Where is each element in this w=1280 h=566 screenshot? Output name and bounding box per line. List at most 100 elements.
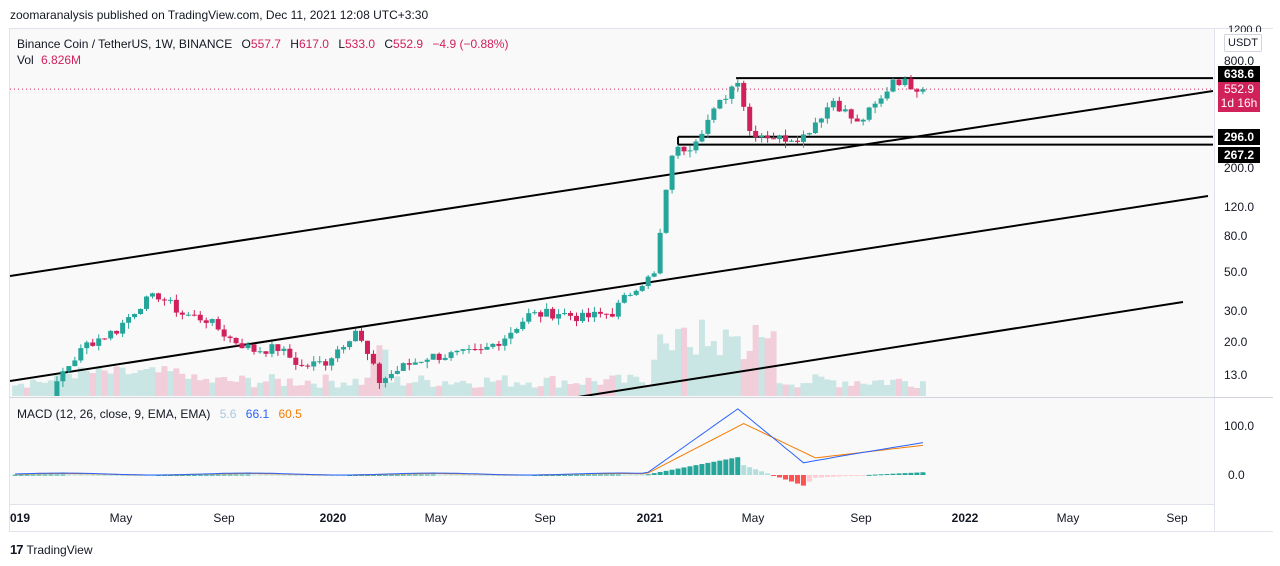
candle-body	[102, 338, 108, 340]
candle-body	[818, 118, 824, 123]
volume-bar	[310, 383, 317, 396]
candle-body	[794, 140, 800, 142]
macd-histogram-bar	[818, 475, 824, 478]
candle-body	[830, 100, 836, 108]
volume-bar	[161, 366, 168, 396]
time-tick: Sep	[534, 511, 556, 525]
volume-bar	[460, 380, 467, 396]
candle-body	[167, 299, 173, 301]
macd-histogram-bar	[842, 475, 848, 477]
candle-body	[149, 293, 155, 297]
time-tick: 2020	[319, 511, 347, 525]
volume-bar	[776, 383, 783, 396]
candle-body	[466, 349, 472, 351]
volume-bar	[394, 376, 401, 396]
candle-body	[263, 351, 269, 354]
volume-bar	[65, 374, 72, 396]
candle-body	[19, 436, 24, 441]
candle-body	[532, 312, 538, 314]
macd-histogram-bar	[711, 461, 717, 475]
candle-body	[556, 314, 562, 319]
macd-histogram-bar	[239, 474, 245, 476]
candle-body	[144, 296, 150, 309]
volume-bar	[466, 383, 473, 396]
volume-bar	[12, 385, 19, 396]
volume-bar	[669, 350, 676, 396]
macd-legend: MACD (12, 26, close, 9, EMA, EMA) 5.6 66…	[17, 407, 302, 421]
price-axis[interactable]	[1214, 29, 1273, 531]
candle-body	[394, 370, 400, 374]
macd-histogram-bar	[603, 474, 609, 476]
close-value: 552.9	[393, 37, 424, 51]
candle-body	[72, 360, 78, 367]
macd-histogram-bar	[914, 472, 920, 475]
candle-body	[120, 322, 126, 334]
plot-area[interactable]	[10, 29, 1214, 531]
open-label: O	[241, 37, 251, 51]
trend-line	[577, 301, 1184, 396]
volume-bar	[221, 377, 228, 396]
volume-bar	[334, 387, 341, 396]
volume-bar	[645, 386, 652, 396]
candle-body	[138, 308, 144, 315]
macd-histogram-bar	[645, 474, 651, 476]
candle-body	[335, 349, 341, 359]
time-tick: May	[109, 511, 133, 525]
volume-bar	[561, 380, 568, 396]
volume-bar	[71, 378, 78, 396]
macd-histogram-bar	[203, 474, 209, 476]
macd-histogram-bar	[872, 474, 878, 476]
candle-body	[806, 133, 812, 135]
volume-bar	[41, 382, 48, 396]
time-tick: May	[741, 511, 765, 525]
candle-body	[645, 276, 651, 287]
macd-histogram-bar	[633, 474, 639, 476]
macd-histogram-bar	[663, 470, 669, 475]
volume-bar	[848, 385, 855, 396]
tradingview-logo-icon: 17	[10, 542, 24, 557]
volume-bar	[495, 380, 502, 396]
macd-histogram-bar	[908, 472, 914, 475]
candle-body	[884, 91, 890, 99]
volume-bar	[483, 377, 490, 396]
volume-bar	[884, 384, 891, 396]
candle-body	[920, 89, 926, 92]
pane-separator[interactable]	[10, 397, 1273, 398]
candle-body	[257, 351, 263, 353]
macd-histogram-bar	[848, 475, 854, 476]
macd-histogram-bar	[364, 474, 370, 476]
macd-histogram-bar	[257, 474, 263, 476]
volume-bar	[639, 382, 646, 396]
macd-histogram-bar	[812, 475, 818, 478]
time-axis[interactable]	[10, 504, 1214, 531]
candle-body	[108, 330, 114, 339]
low-label: L	[338, 37, 345, 51]
tradingview-logo[interactable]: 17 TradingView	[10, 542, 93, 557]
volume-bar	[609, 375, 616, 396]
candle-body	[908, 78, 914, 90]
currency-button[interactable]: USDT	[1224, 34, 1262, 52]
candle-body	[54, 381, 60, 396]
macd-histogram-bar	[42, 474, 48, 476]
candle-body	[639, 286, 645, 291]
candle-body	[341, 347, 347, 350]
candle-body	[514, 329, 520, 333]
volume-label: Vol	[17, 53, 34, 67]
candle-body	[197, 314, 203, 321]
macd-histogram-bar	[460, 474, 466, 476]
candle-body	[382, 378, 388, 383]
macd-histogram-bar	[771, 475, 777, 476]
volume-bar	[543, 377, 550, 396]
macd-histogram-bar	[120, 474, 126, 476]
last-price-tag: 552.9 1d 16h	[1218, 82, 1260, 112]
volume-bar	[304, 380, 311, 396]
macd-histogram-bar	[323, 474, 329, 476]
volume-bar	[489, 381, 496, 396]
volume-bar	[316, 387, 323, 396]
macd-histogram-bar	[866, 474, 872, 476]
candle-body	[574, 315, 580, 322]
candle-body	[191, 314, 197, 316]
macd-histogram-bar	[66, 474, 72, 476]
candle-body	[490, 343, 496, 347]
